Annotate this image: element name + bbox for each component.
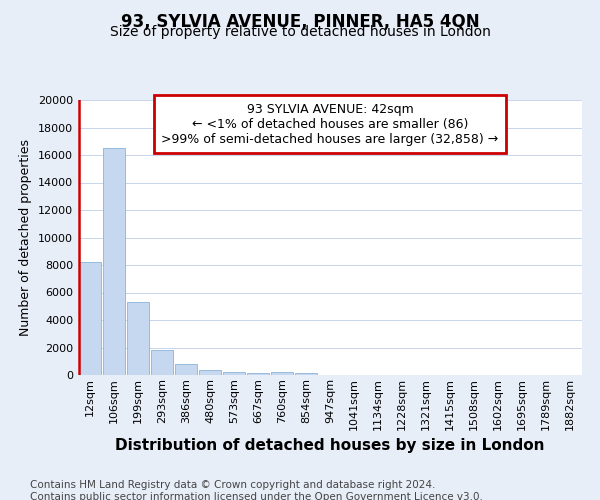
- Bar: [295, 374, 317, 375]
- Bar: [127, 302, 149, 375]
- Bar: [223, 372, 245, 375]
- Text: 93 SYLVIA AVENUE: 42sqm
← <1% of detached houses are smaller (86)
>99% of semi-d: 93 SYLVIA AVENUE: 42sqm ← <1% of detache…: [161, 103, 499, 146]
- Bar: [175, 364, 197, 375]
- Bar: [103, 148, 125, 375]
- Bar: [271, 372, 293, 375]
- Y-axis label: Number of detached properties: Number of detached properties: [19, 139, 32, 336]
- Text: 93, SYLVIA AVENUE, PINNER, HA5 4QN: 93, SYLVIA AVENUE, PINNER, HA5 4QN: [121, 12, 479, 30]
- X-axis label: Distribution of detached houses by size in London: Distribution of detached houses by size …: [115, 438, 545, 453]
- Bar: [79, 262, 101, 375]
- Bar: [247, 373, 269, 375]
- Bar: [151, 350, 173, 375]
- Bar: [199, 370, 221, 375]
- Text: Contains HM Land Registry data © Crown copyright and database right 2024.
Contai: Contains HM Land Registry data © Crown c…: [30, 480, 483, 500]
- Text: Size of property relative to detached houses in London: Size of property relative to detached ho…: [110, 25, 490, 39]
